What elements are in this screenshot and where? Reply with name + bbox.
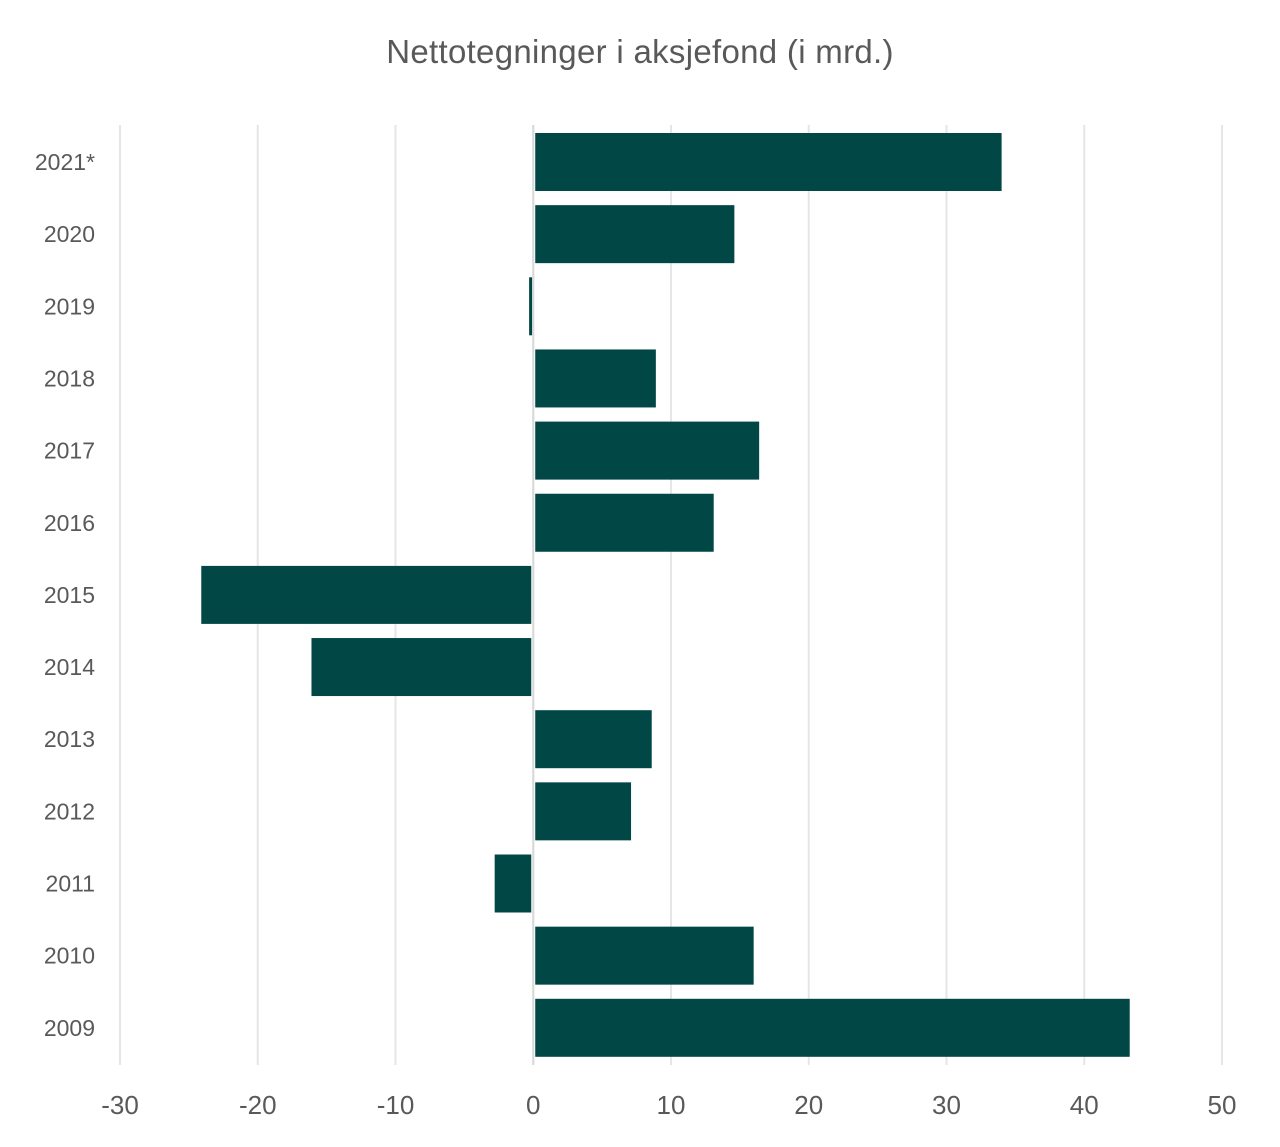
category-label: 2013	[44, 726, 95, 752]
category-label: 2014	[44, 654, 95, 680]
x-tick-label: 10	[657, 1090, 686, 1120]
x-tick-label: -10	[377, 1090, 415, 1120]
category-label: 2016	[44, 510, 95, 536]
bar-2020	[535, 205, 735, 264]
category-label: 2019	[44, 293, 95, 319]
chart-title: Nettotegninger i aksjefond (i mrd.)	[386, 33, 894, 70]
bar-2009	[535, 998, 1130, 1057]
bar-2012	[535, 782, 632, 841]
bars	[201, 133, 1130, 1057]
category-label: 2011	[46, 871, 95, 897]
category-label: 2017	[44, 438, 95, 464]
category-label: 2018	[44, 365, 95, 391]
category-label: 2012	[44, 798, 95, 824]
x-tick-label: 20	[794, 1090, 823, 1120]
x-tick-label: 50	[1208, 1090, 1237, 1120]
bar-2010	[535, 926, 754, 985]
bar-2017	[535, 421, 760, 480]
category-label: 2009	[44, 1015, 95, 1041]
x-tick-label: 30	[932, 1090, 961, 1120]
bar-2011	[494, 854, 532, 913]
category-label: 2010	[44, 943, 95, 969]
bar-2021	[535, 133, 1002, 191]
bar-2018	[535, 349, 656, 408]
x-tick-labels: -30 -20 -10 0 10 20 30 40 50	[101, 1090, 1236, 1120]
x-tick-label: -30	[101, 1090, 139, 1120]
bar-2016	[535, 493, 714, 552]
x-tick-label: -20	[239, 1090, 277, 1120]
bar-2019	[529, 277, 533, 336]
bar-2013	[535, 710, 652, 769]
bar-2015	[201, 565, 532, 624]
category-labels: 2021* 2020 2019 2018 2017 2016 2015 2014 2013 201…	[35, 149, 95, 1041]
category-label: 2015	[44, 582, 95, 608]
x-tick-label: 0	[526, 1090, 540, 1120]
x-tick-label: 40	[1070, 1090, 1099, 1120]
category-label: 2020	[44, 221, 95, 247]
category-label: 2021*	[35, 149, 95, 175]
bar-2014	[311, 638, 532, 697]
